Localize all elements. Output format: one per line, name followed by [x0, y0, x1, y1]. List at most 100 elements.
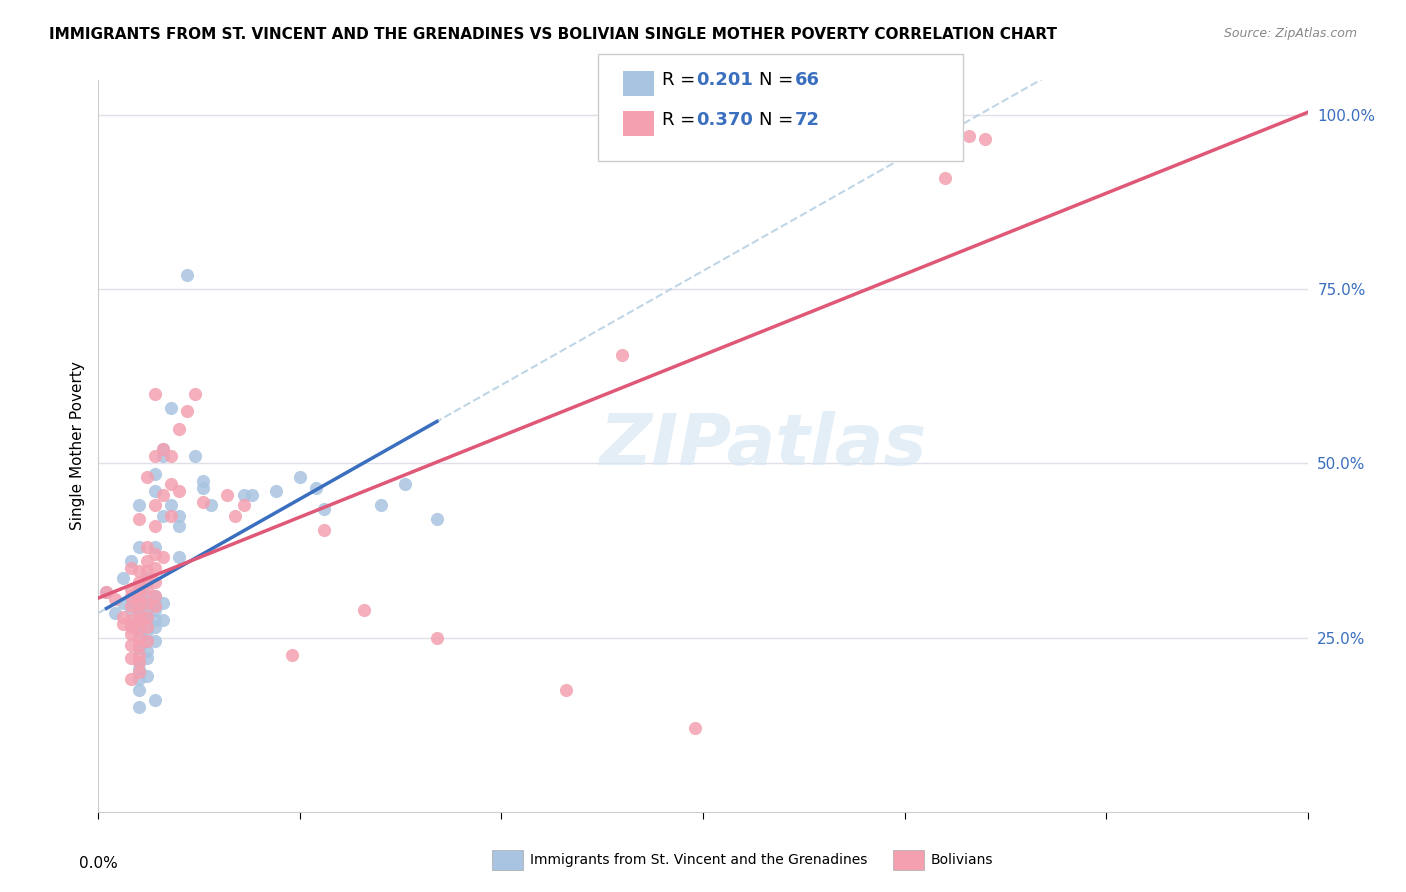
Point [128, 589, 150, 603]
Text: IMMIGRANTS FROM ST. VINCENT AND THE GRENADINES VS BOLIVIAN SINGLE MOTHER POVERTY: IMMIGRANTS FROM ST. VINCENT AND THE GREN… [49, 27, 1057, 42]
Point [103, 592, 125, 607]
Point [128, 589, 150, 603]
Point [135, 596, 157, 610]
Point [96, 585, 118, 599]
Point [135, 651, 157, 665]
Point [120, 651, 142, 665]
Point [120, 582, 142, 596]
Point [176, 268, 198, 283]
Point [160, 450, 183, 464]
Point [612, 348, 634, 362]
Point [152, 508, 174, 523]
Point [96, 585, 118, 599]
Point [305, 481, 328, 495]
Point [314, 501, 336, 516]
Point [143, 519, 166, 533]
Point [135, 634, 157, 648]
Point [143, 574, 166, 589]
Point [128, 640, 150, 655]
Point [240, 488, 263, 502]
Point [135, 603, 157, 617]
Point [184, 386, 207, 401]
Point [426, 631, 449, 645]
Point [135, 609, 157, 624]
Point [128, 498, 150, 512]
Point [120, 554, 142, 568]
Point [120, 603, 142, 617]
Point [281, 648, 304, 662]
Point [128, 673, 150, 687]
Text: 72: 72 [794, 112, 820, 129]
Y-axis label: Single Mother Poverty: Single Mother Poverty [69, 361, 84, 531]
Point [128, 631, 150, 645]
Point [934, 170, 956, 185]
Point [893, 128, 915, 143]
Point [555, 682, 578, 697]
Point [128, 662, 150, 676]
Point [135, 624, 157, 638]
Text: N =: N = [759, 112, 799, 129]
Text: Immigrants from St. Vincent and the Grenadines: Immigrants from St. Vincent and the Gren… [530, 853, 868, 867]
Point [128, 540, 150, 554]
Point [128, 606, 150, 620]
Point [135, 571, 157, 585]
Point [128, 582, 150, 596]
Point [264, 484, 287, 499]
Point [314, 523, 336, 537]
Point [128, 613, 150, 627]
Point [135, 565, 157, 579]
Point [120, 589, 142, 603]
Point [111, 571, 134, 585]
Point [111, 609, 134, 624]
Point [193, 474, 215, 488]
Point [135, 669, 157, 683]
Point [683, 721, 706, 735]
Point [143, 599, 166, 614]
Point [120, 592, 142, 607]
Point [128, 700, 150, 714]
Point [120, 627, 142, 641]
Point [135, 613, 157, 627]
Point [135, 596, 157, 610]
Point [152, 442, 174, 457]
Point [143, 561, 166, 575]
Point [167, 550, 190, 565]
Point [152, 450, 174, 464]
Point [160, 508, 183, 523]
Point [120, 561, 142, 575]
Point [143, 620, 166, 634]
Point [128, 574, 150, 589]
Point [152, 442, 174, 457]
Text: 0.0%: 0.0% [79, 855, 118, 871]
Point [128, 512, 150, 526]
Point [135, 470, 157, 484]
Point [120, 620, 142, 634]
Point [120, 638, 142, 652]
Point [224, 508, 246, 523]
Point [128, 606, 150, 620]
Point [128, 655, 150, 669]
Point [135, 634, 157, 648]
Point [135, 644, 157, 658]
Point [128, 648, 150, 662]
Point [232, 498, 254, 512]
Text: 0.201: 0.201 [696, 71, 752, 89]
Point [167, 484, 190, 499]
Point [143, 484, 166, 499]
Point [152, 596, 174, 610]
Point [152, 488, 174, 502]
Point [128, 638, 150, 652]
Point [184, 450, 207, 464]
Point [160, 498, 183, 512]
Point [143, 547, 166, 561]
Point [111, 596, 134, 610]
Point [143, 450, 166, 464]
Point [193, 494, 215, 508]
Point [288, 470, 311, 484]
Text: R =: R = [662, 71, 702, 89]
Point [143, 596, 166, 610]
Point [128, 565, 150, 579]
Point [103, 606, 125, 620]
Point [160, 477, 183, 491]
Point [135, 554, 157, 568]
